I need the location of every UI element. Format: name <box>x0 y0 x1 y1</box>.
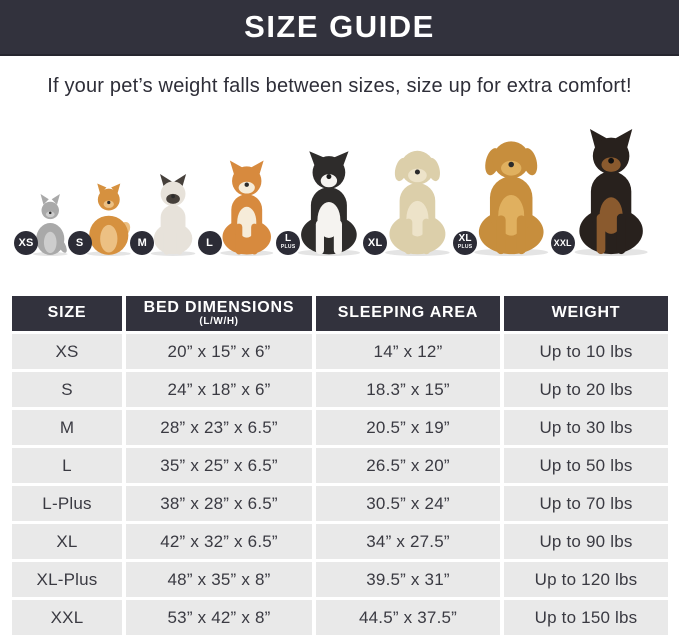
table-row-lplus-sleep: 30.5” x 24” <box>316 486 500 521</box>
col-header-size: SIZE <box>12 296 122 331</box>
col-header-weight-label: WEIGHT <box>551 304 621 322</box>
table-row-s-weight: Up to 20 lbs <box>504 372 668 407</box>
pomeranian-icon <box>86 183 131 256</box>
size-badge-l: L <box>197 231 222 255</box>
size-badge-xs: XS <box>14 231 38 255</box>
table-row-xlplus-weight: Up to 120 lbs <box>504 562 668 597</box>
table-row-s-sleep: 18.3” x 15” <box>316 372 500 407</box>
table-row-xs-sleep: 14” x 12” <box>316 334 500 369</box>
table-row-l-size: L <box>12 448 122 483</box>
pet-figure-golden-retriever: XL PLUS <box>453 134 557 256</box>
table-row-xlplus-bed: 48” x 35” x 8” <box>126 562 312 597</box>
table-row-xlplus-size: XL-Plus <box>12 562 122 597</box>
table-row-xxl-size: XXL <box>12 600 122 635</box>
page-header: SIZE GUIDE <box>0 0 679 56</box>
table-row-l-bed: 35” x 25” x 6.5” <box>126 448 312 483</box>
size-badge-s: S <box>67 231 92 255</box>
table-row-m-sleep: 20.5” x 19” <box>316 410 500 445</box>
col-header-sleeping-area: SLEEPING AREA <box>316 296 500 331</box>
size-table: SIZE BED DIMENSIONS (L/W/H) SLEEPING ARE… <box>12 296 668 635</box>
table-row-xxl-sleep: 44.5” x 37.5” <box>316 600 500 635</box>
table-row-l-sleep: 26.5” x 20” <box>316 448 500 483</box>
size-badge-xl-plus: XL PLUS <box>453 231 478 255</box>
table-row-lplus-size: L-Plus <box>12 486 122 521</box>
table-row-lplus-weight: Up to 70 lbs <box>504 486 668 521</box>
doberman-icon <box>574 129 648 256</box>
col-header-sleeping-label: SLEEPING AREA <box>337 304 479 322</box>
labrador-icon <box>385 150 450 256</box>
table-row-m-size: M <box>12 410 122 445</box>
table-row-lplus-bed: 38” x 28” x 6.5” <box>126 486 312 521</box>
table-row-xxl-bed: 53” x 42” x 8” <box>126 600 312 635</box>
col-header-bed-label: BED DIMENSIONS <box>143 298 295 316</box>
table-row-xl-size: XL <box>12 524 122 559</box>
pet-figure-pomeranian: S <box>67 180 138 256</box>
pet-figure-shiba-inu: L <box>197 159 283 256</box>
french-bulldog-icon <box>151 174 196 256</box>
pet-figure-doberman: XXL <box>550 129 659 256</box>
table-row-s-size: S <box>12 372 122 407</box>
pet-figure-border-collie: L PLUS <box>276 148 370 256</box>
table-row-m-bed: 28” x 23” x 6.5” <box>126 410 312 445</box>
col-header-size-label: SIZE <box>47 304 87 322</box>
pet-figure-cat: XS <box>14 192 74 256</box>
pet-figure-labrador: XL <box>363 144 460 256</box>
table-row-xlplus-sleep: 39.5” x 31” <box>316 562 500 597</box>
size-badge-l-plus: L PLUS <box>276 231 301 255</box>
col-header-weight: WEIGHT <box>504 296 668 331</box>
border-collie-icon <box>298 151 361 256</box>
size-badge-xl: XL <box>363 231 388 255</box>
subtitle: If your pet’s weight falls between sizes… <box>47 75 632 97</box>
table-row-l-weight: Up to 50 lbs <box>504 448 668 483</box>
col-header-bed-sublabel: (L/W/H) <box>199 315 239 327</box>
shiba-inu-icon <box>219 160 273 256</box>
table-row-xl-weight: Up to 90 lbs <box>504 524 668 559</box>
size-badge-xxl: XXL <box>550 231 575 255</box>
table-row-s-bed: 24” x 18” x 6” <box>126 372 312 407</box>
pets-lineup: XS S <box>0 108 679 260</box>
cat-icon <box>32 193 68 256</box>
table-row-xs-size: XS <box>12 334 122 369</box>
table-row-xl-sleep: 34” x 27.5” <box>316 524 500 559</box>
pet-figure-french-bulldog: M <box>130 174 204 256</box>
col-header-bed-dimensions: BED DIMENSIONS (L/W/H) <box>126 296 312 331</box>
table-row-xl-bed: 42” x 32” x 6.5” <box>126 524 312 559</box>
table-row-xs-weight: Up to 10 lbs <box>504 334 668 369</box>
golden-retriever-icon <box>474 141 549 256</box>
table-row-m-weight: Up to 30 lbs <box>504 410 668 445</box>
table-row-xs-bed: 20” x 15” x 6” <box>126 334 312 369</box>
table-row-xxl-weight: Up to 150 lbs <box>504 600 668 635</box>
size-badge-m: M <box>130 231 155 255</box>
page-title: SIZE GUIDE <box>244 9 435 44</box>
